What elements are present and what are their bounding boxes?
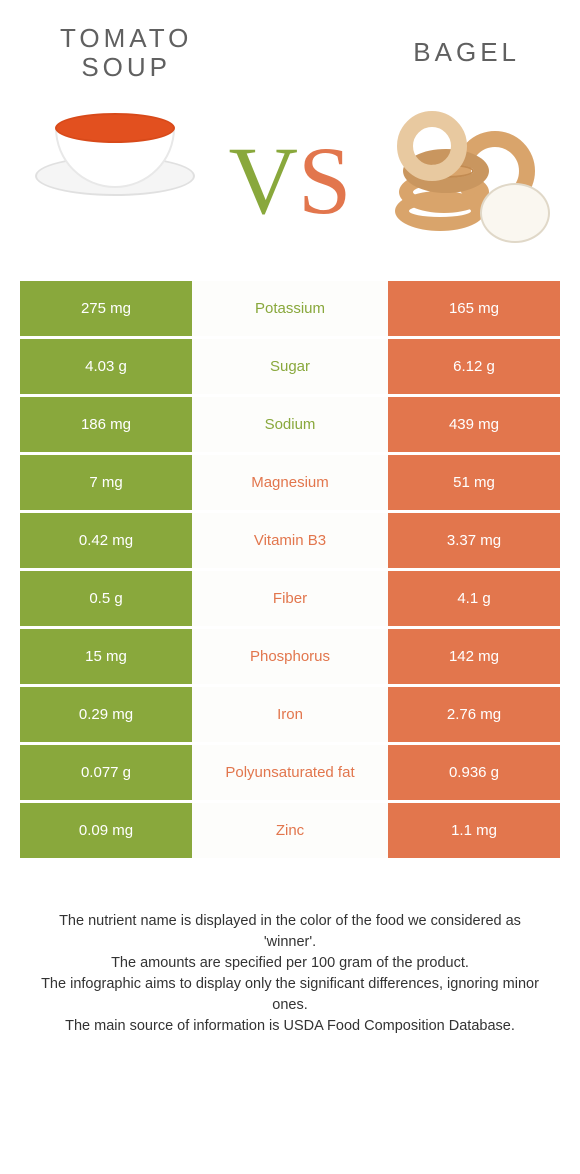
vs-icon: V S [229, 133, 352, 229]
cell-left-value: 0.5 g [20, 571, 192, 626]
header: TOMATO SOUP BAGEL [0, 0, 580, 91]
cell-left-value: 186 mg [20, 397, 192, 452]
footer-line: The infographic aims to display only the… [38, 974, 542, 1016]
footer-notes: The nutrient name is displayed in the co… [0, 861, 580, 1037]
cell-nutrient-label: Fiber [192, 571, 388, 626]
cell-left-value: 7 mg [20, 455, 192, 510]
cell-right-value: 3.37 mg [388, 513, 560, 568]
cell-nutrient-label: Potassium [192, 281, 388, 336]
footer-line: The amounts are specified per 100 gram o… [38, 953, 542, 974]
nutrient-table: 275 mgPotassium165 mg4.03 gSugar6.12 g18… [20, 281, 560, 858]
cell-nutrient-label: Vitamin B3 [192, 513, 388, 568]
food-right-title: BAGEL [413, 38, 520, 67]
cell-right-value: 1.1 mg [388, 803, 560, 858]
cell-left-value: 4.03 g [20, 339, 192, 394]
cell-nutrient-label: Phosphorus [192, 629, 388, 684]
vs-letter-s: S [298, 133, 351, 229]
cell-left-value: 0.29 mg [20, 687, 192, 742]
cell-left-value: 15 mg [20, 629, 192, 684]
food-right-image [380, 111, 550, 251]
table-row: 0.077 gPolyunsaturated fat0.936 g [20, 745, 560, 800]
cell-right-value: 2.76 mg [388, 687, 560, 742]
cell-nutrient-label: Zinc [192, 803, 388, 858]
table-row: 15 mgPhosphorus142 mg [20, 629, 560, 684]
cell-nutrient-label: Sodium [192, 397, 388, 452]
table-row: 0.42 mgVitamin B33.37 mg [20, 513, 560, 568]
footer-line: The nutrient name is displayed in the co… [38, 911, 542, 953]
cell-right-value: 4.1 g [388, 571, 560, 626]
cell-left-value: 275 mg [20, 281, 192, 336]
images-row: V S [0, 91, 580, 281]
table-row: 0.09 mgZinc1.1 mg [20, 803, 560, 858]
table-row: 186 mgSodium439 mg [20, 397, 560, 452]
food-left-image [30, 111, 200, 251]
cell-nutrient-label: Iron [192, 687, 388, 742]
table-row: 7 mgMagnesium51 mg [20, 455, 560, 510]
cell-right-value: 439 mg [388, 397, 560, 452]
vs-letter-v: V [229, 133, 298, 229]
cell-right-value: 0.936 g [388, 745, 560, 800]
cell-nutrient-label: Magnesium [192, 455, 388, 510]
cell-nutrient-label: Sugar [192, 339, 388, 394]
table-row: 4.03 gSugar6.12 g [20, 339, 560, 394]
cell-right-value: 51 mg [388, 455, 560, 510]
footer-line: The main source of information is USDA F… [38, 1016, 542, 1037]
cell-right-value: 6.12 g [388, 339, 560, 394]
table-row: 0.5 gFiber4.1 g [20, 571, 560, 626]
cell-left-value: 0.09 mg [20, 803, 192, 858]
cell-nutrient-label: Polyunsaturated fat [192, 745, 388, 800]
food-left-title: TOMATO SOUP [60, 24, 192, 81]
cell-left-value: 0.077 g [20, 745, 192, 800]
table-row: 275 mgPotassium165 mg [20, 281, 560, 336]
table-row: 0.29 mgIron2.76 mg [20, 687, 560, 742]
cell-left-value: 0.42 mg [20, 513, 192, 568]
cell-right-value: 142 mg [388, 629, 560, 684]
cell-right-value: 165 mg [388, 281, 560, 336]
